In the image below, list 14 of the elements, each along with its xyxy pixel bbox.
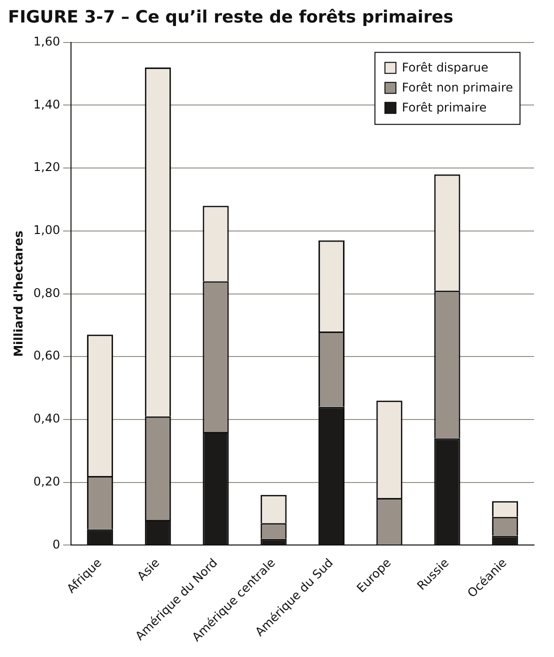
y-tick-label: 1,40 [33,97,60,112]
y-tick-label: 1,00 [33,223,60,238]
y-tick-label: 1,60 [33,34,60,49]
y-tick-label: 0 [52,537,60,552]
y-tick-label: 0,40 [33,412,60,426]
y-axis-title: Milliard d'hectares [11,230,26,357]
y-tick-label: 0,60 [33,348,60,363]
legend-label: Forêt non primaire [402,80,514,95]
legend-label: Forêt disparue [402,60,488,75]
y-tick-label: 0,80 [33,286,60,300]
chart-title: FIGURE 3-7 – Ce qu’il reste de forêts primaires [8,8,454,28]
y-tick-label: 0,20 [33,474,60,488]
legend-label: Forêt primaire [402,100,487,115]
y-tick-label: 1,20 [33,160,60,174]
